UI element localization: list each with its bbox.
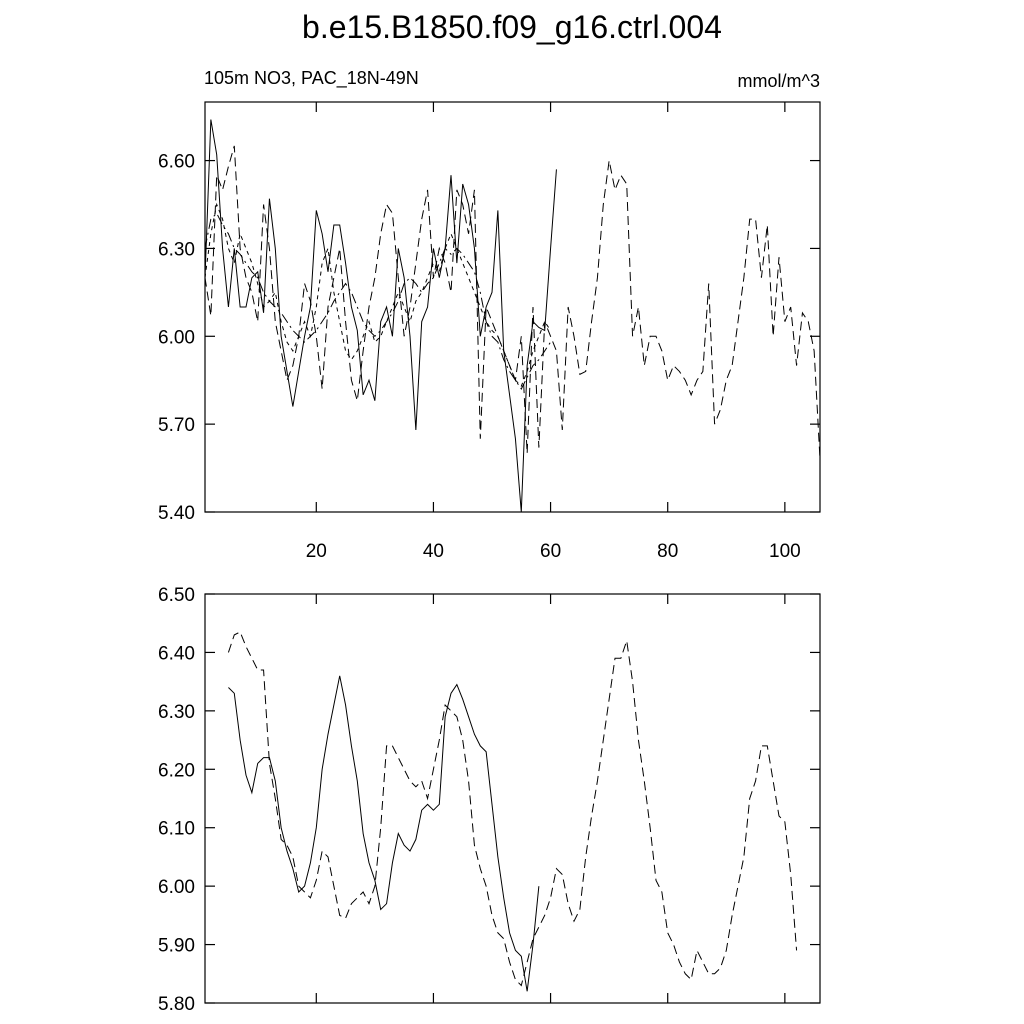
plot-frame — [204, 593, 821, 1004]
y-tick-label: 5.70 — [158, 415, 195, 436]
x-tick-label: 80 — [657, 541, 678, 562]
series-line — [204, 202, 551, 387]
right-label: mmol/m^3 — [738, 71, 820, 91]
y-tick-label: 5.90 — [158, 936, 195, 957]
y-tick-label: 6.40 — [158, 643, 195, 664]
series-line — [227, 631, 798, 987]
y-tick-label: 5.40 — [158, 503, 195, 524]
y-tick-label: 6.50 — [158, 585, 195, 606]
chart-title: b.e15.B1850.f09_g16.ctrl.004 — [302, 9, 722, 45]
x-tick-label: 100 — [769, 541, 801, 562]
series-line — [204, 119, 557, 513]
left-label: 105m NO3, PAC_18N-49N — [204, 68, 419, 89]
y-tick-label: 5.80 — [158, 994, 195, 1015]
y-tick-label: 6.10 — [158, 819, 195, 840]
series-line — [228, 675, 540, 992]
y-tick-label: 6.20 — [158, 760, 195, 781]
plot-frame — [204, 101, 821, 513]
x-tick-label: 60 — [540, 541, 561, 562]
x-tick-label: 40 — [423, 541, 444, 562]
y-tick-label: 6.30 — [158, 239, 195, 260]
series-line — [204, 145, 821, 460]
series-line — [204, 212, 551, 390]
y-tick-label: 6.00 — [158, 877, 195, 898]
y-tick-label: 6.30 — [158, 702, 195, 723]
x-tick-label: 20 — [306, 541, 327, 562]
y-tick-label: 6.00 — [158, 327, 195, 348]
y-tick-label: 6.60 — [158, 152, 195, 173]
